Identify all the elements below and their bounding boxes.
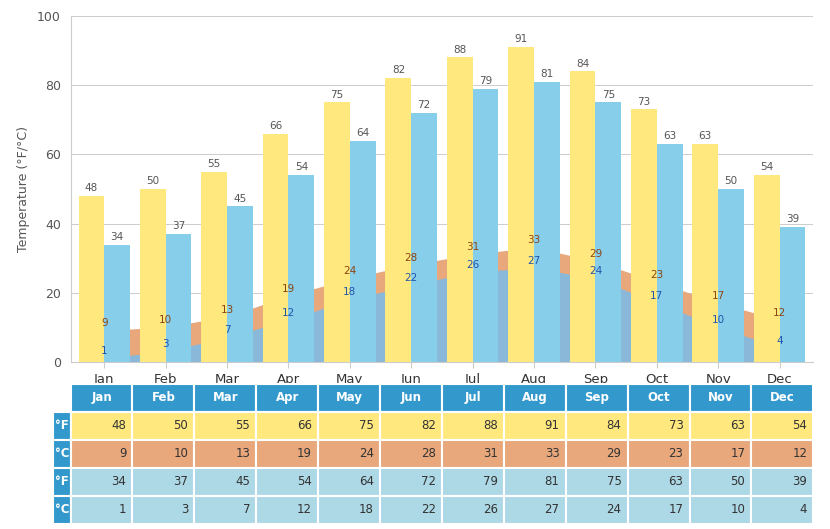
Text: 31: 31 (466, 242, 479, 252)
Text: 19: 19 (282, 284, 295, 294)
Text: 73: 73 (637, 97, 651, 107)
Text: 18: 18 (344, 287, 357, 297)
Text: 81: 81 (540, 69, 554, 79)
Text: 72: 72 (417, 100, 431, 110)
Text: 24: 24 (344, 267, 357, 277)
Text: 17: 17 (711, 291, 725, 300)
Legend: Average High Temp(°F), Average Low Temp(°F), Average High Temp(°C), Average Low : Average High Temp(°F), Average Low Temp(… (90, 398, 793, 415)
Text: 54: 54 (295, 162, 308, 172)
Bar (412, 113, 437, 362)
Text: 13: 13 (221, 305, 234, 315)
Bar (534, 81, 560, 362)
Y-axis label: Temperature (°F/°C): Temperature (°F/°C) (17, 126, 30, 252)
Bar (472, 89, 499, 362)
Bar (569, 71, 595, 362)
Text: 1: 1 (101, 346, 108, 356)
Bar (657, 144, 682, 362)
Text: 45: 45 (233, 194, 247, 204)
Bar (718, 189, 744, 362)
Bar (447, 58, 472, 362)
Text: 63: 63 (699, 131, 712, 141)
Bar (350, 141, 376, 362)
Text: 84: 84 (576, 59, 589, 69)
Bar (692, 144, 718, 362)
Text: 24: 24 (588, 267, 602, 277)
Text: 34: 34 (110, 232, 124, 242)
Text: 33: 33 (527, 235, 540, 245)
Bar (508, 47, 534, 362)
Bar (754, 175, 779, 362)
Text: 7: 7 (224, 325, 231, 335)
Bar (202, 172, 227, 362)
Text: 39: 39 (786, 214, 799, 224)
Text: 64: 64 (356, 128, 369, 138)
Text: 28: 28 (405, 252, 417, 262)
Bar (105, 244, 130, 362)
Bar (227, 206, 253, 362)
Text: 17: 17 (650, 291, 663, 300)
Text: 37: 37 (172, 222, 185, 231)
Text: 23: 23 (650, 270, 663, 280)
Text: 66: 66 (269, 121, 282, 131)
Text: 55: 55 (208, 159, 221, 169)
Text: 54: 54 (760, 162, 774, 172)
Text: 75: 75 (330, 90, 344, 100)
Bar (324, 103, 350, 362)
Bar (289, 175, 315, 362)
Text: 27: 27 (527, 256, 540, 266)
Text: 82: 82 (392, 66, 405, 76)
Text: 10: 10 (159, 315, 173, 325)
Text: 75: 75 (602, 90, 615, 100)
Text: 50: 50 (146, 176, 159, 186)
Bar (385, 78, 412, 362)
Text: 26: 26 (466, 260, 479, 269)
Bar (779, 227, 805, 362)
Bar (631, 110, 657, 362)
Bar (79, 196, 105, 362)
Text: 48: 48 (85, 183, 98, 193)
Text: 63: 63 (663, 131, 676, 141)
Bar (166, 234, 192, 362)
Text: 9: 9 (101, 318, 108, 329)
Text: 4: 4 (776, 336, 783, 346)
Bar (140, 189, 166, 362)
Text: 50: 50 (725, 176, 738, 186)
Text: 91: 91 (515, 34, 528, 44)
Text: 29: 29 (588, 249, 602, 259)
Bar (263, 134, 289, 362)
Text: 12: 12 (773, 308, 786, 318)
Bar (595, 103, 621, 362)
Text: 10: 10 (711, 315, 725, 325)
Text: 88: 88 (453, 44, 466, 54)
Text: 79: 79 (479, 76, 492, 86)
Text: 3: 3 (163, 339, 169, 349)
Text: 12: 12 (282, 308, 295, 318)
Text: 22: 22 (405, 273, 417, 284)
